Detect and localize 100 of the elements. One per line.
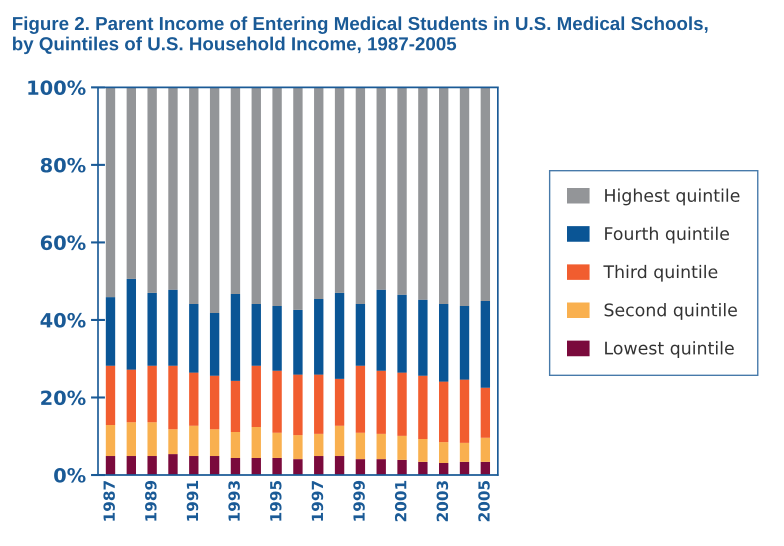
bar (376, 459, 386, 476)
bar (293, 459, 303, 476)
bar (397, 372, 407, 436)
bar (439, 463, 448, 476)
bar (334, 378, 344, 426)
bar (230, 432, 240, 458)
bar (189, 87, 198, 304)
bar (189, 304, 198, 373)
bar (272, 370, 282, 433)
bar (293, 87, 303, 310)
bar (418, 438, 428, 462)
bar (334, 87, 344, 293)
bar (126, 456, 136, 476)
bar (230, 87, 240, 294)
bar (210, 87, 220, 313)
bar (147, 87, 157, 293)
bar (272, 458, 282, 476)
legend-label: Lowest quintile (605, 341, 734, 358)
bar (168, 454, 178, 476)
bar (147, 456, 157, 476)
bar (106, 425, 116, 456)
bar (252, 426, 261, 458)
bar (314, 434, 324, 456)
bar (356, 366, 366, 433)
y-tick-label: 40% (40, 312, 86, 328)
x-tick-label: 2001 (394, 480, 406, 522)
bar (439, 382, 448, 442)
bar (293, 374, 303, 436)
bar (293, 310, 303, 375)
legend-label: Third quintile (603, 264, 718, 282)
x-tick-label: 1987 (103, 481, 115, 521)
bar (439, 87, 448, 304)
bar (334, 292, 344, 379)
legend-label: Fourth quintile (605, 226, 729, 244)
bar (293, 435, 303, 460)
bar (314, 374, 324, 434)
bar (210, 456, 220, 476)
y-tick-label: 20% (41, 390, 86, 406)
bar (480, 462, 490, 476)
bar (480, 87, 490, 301)
bar (397, 87, 407, 295)
x-tick-label: 1989 (145, 480, 157, 521)
bar (189, 456, 198, 476)
bar (460, 380, 470, 443)
y-tick-label: 60% (40, 235, 86, 250)
bar (272, 306, 282, 371)
x-tick-label: 2005 (478, 480, 490, 522)
bar (356, 87, 366, 304)
x-tick-label: 1991 (186, 480, 198, 521)
bar (460, 87, 470, 306)
bar (356, 432, 366, 460)
y-tick-label: 80% (40, 158, 86, 173)
bar (147, 366, 157, 422)
bar (106, 456, 116, 476)
bar (189, 372, 198, 426)
bar (356, 304, 366, 366)
bar (210, 429, 220, 456)
y-tick-label: 0% (54, 468, 86, 483)
bar (210, 312, 220, 376)
bar (252, 458, 261, 476)
bar (397, 436, 407, 460)
bar (439, 304, 448, 382)
bar (230, 380, 240, 432)
bar (418, 462, 428, 476)
bar (106, 297, 116, 366)
bar (418, 300, 428, 376)
bar (168, 290, 178, 366)
bar (126, 422, 136, 456)
bar (230, 294, 240, 381)
bar (376, 87, 386, 290)
bar (168, 429, 178, 454)
bar (168, 366, 178, 430)
x-tick-label: 1993 (228, 481, 240, 521)
legend-label: Highest quintile (605, 188, 740, 206)
x-tick-label: 1995 (270, 480, 282, 521)
bar (168, 87, 178, 290)
bar (376, 434, 386, 460)
bar (126, 370, 136, 422)
bar (376, 370, 386, 434)
bar (106, 366, 116, 426)
bar (418, 376, 428, 439)
bar (189, 426, 198, 456)
bar (252, 304, 261, 366)
bar (356, 459, 366, 476)
bar (147, 422, 157, 456)
chart-title: Figure 2. Parent Income of Entering Medical Students in U.S. Medical Schools, by Quintiles of U.S. Household Income, 1987-2005 (12, 16, 708, 54)
bar (272, 432, 282, 458)
y-tick-label: 100% (28, 80, 86, 96)
bar (460, 306, 470, 380)
bar (334, 426, 344, 456)
bar (314, 87, 324, 300)
bar (439, 442, 448, 464)
x-tick-label: 1997 (312, 481, 324, 521)
bar (314, 456, 324, 476)
bar (480, 300, 490, 388)
legend-label: Second quintile (604, 303, 737, 320)
bar (106, 87, 116, 298)
bar (314, 299, 324, 375)
bar (147, 292, 157, 366)
bar (126, 278, 136, 370)
